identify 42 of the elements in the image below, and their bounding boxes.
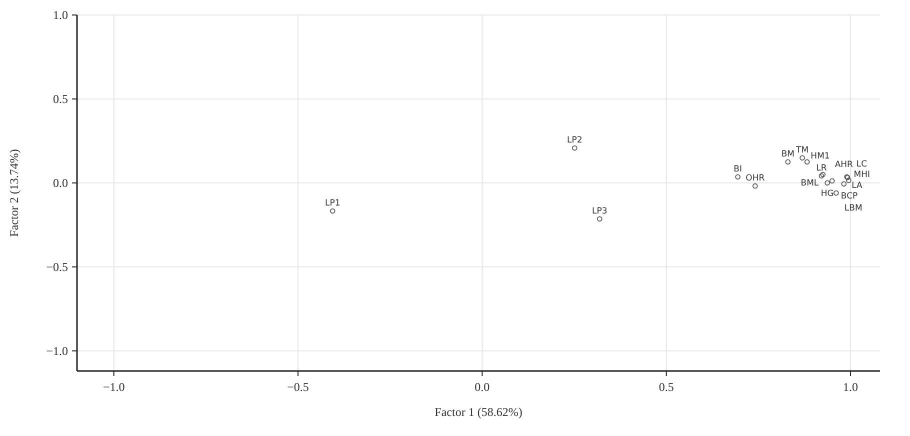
annotation: HG bbox=[820, 188, 834, 199]
y-tick-label: 0.5 bbox=[53, 92, 68, 106]
point bbox=[804, 159, 810, 165]
point bbox=[841, 181, 847, 187]
x-tick-label: −1.0 bbox=[102, 380, 125, 394]
y-tick-label: 0.0 bbox=[53, 176, 68, 190]
point bbox=[752, 183, 758, 189]
point bbox=[330, 208, 336, 214]
annotation: LP1 bbox=[324, 198, 340, 208]
annotation: BM bbox=[781, 149, 794, 160]
point bbox=[834, 190, 839, 196]
annotation: AHR bbox=[834, 160, 854, 170]
annotation: BML bbox=[800, 178, 819, 189]
annotation: BCP bbox=[840, 191, 858, 202]
annotation: LP2 bbox=[567, 135, 582, 146]
y-tick-label: −0.5 bbox=[46, 260, 68, 274]
y-axis-title: Factor 2 (13.74%) bbox=[7, 149, 21, 237]
annotation: MHI bbox=[854, 170, 870, 180]
point bbox=[824, 180, 830, 186]
y-tick-label: −1.0 bbox=[46, 344, 68, 358]
point bbox=[846, 178, 852, 184]
x-tick-label: 0.5 bbox=[658, 380, 674, 394]
annotation: LC bbox=[856, 160, 868, 170]
point bbox=[829, 178, 835, 184]
annotation: OHR bbox=[746, 173, 765, 184]
annotation: LBM bbox=[844, 204, 862, 214]
point bbox=[800, 155, 805, 161]
point bbox=[735, 174, 740, 180]
annotation: LR bbox=[816, 163, 827, 174]
annotation: TM bbox=[795, 145, 809, 156]
annotation: LP3 bbox=[592, 206, 608, 216]
x-tick-label: 1.0 bbox=[843, 380, 858, 394]
point bbox=[785, 159, 791, 165]
annotation: BI bbox=[734, 164, 742, 174]
annotation: LA bbox=[852, 180, 863, 191]
x-tick-label: −0.5 bbox=[287, 380, 309, 394]
y-tick-label: 1.0 bbox=[53, 8, 68, 22]
point bbox=[597, 216, 602, 222]
x-tick-label: 0.0 bbox=[474, 380, 490, 394]
point bbox=[572, 145, 578, 151]
annotation: HM1 bbox=[810, 151, 830, 162]
x-axis-title: Factor 1 (58.62%) bbox=[434, 405, 522, 419]
